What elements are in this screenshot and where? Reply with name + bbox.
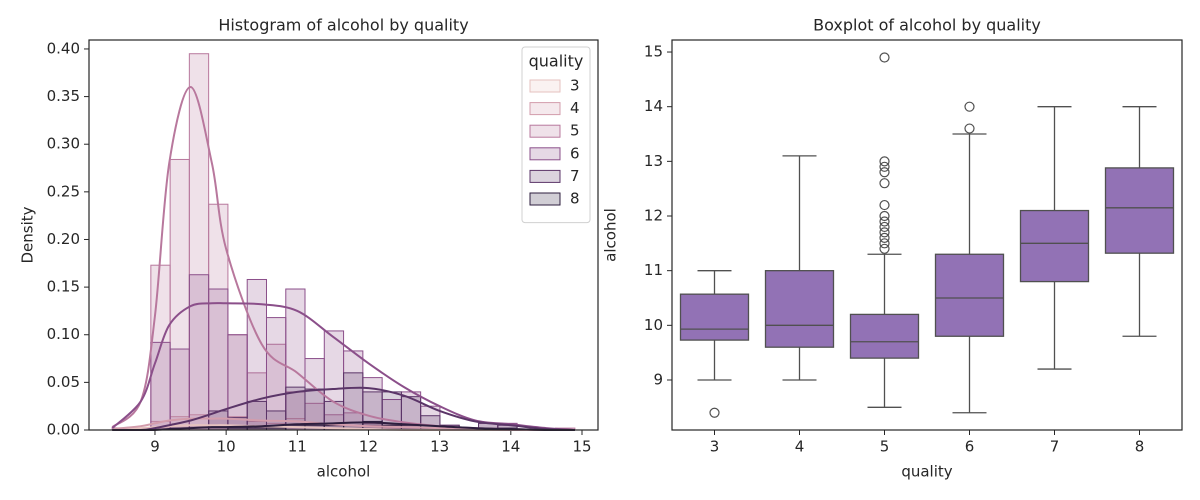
outlier bbox=[879, 167, 890, 178]
y-axis-label: alcohol bbox=[602, 208, 620, 262]
x-tick-label: 7 bbox=[1050, 438, 1060, 456]
legend: quality 3 4 5 6 7 8 bbox=[521, 46, 591, 224]
x-tick-label: 9 bbox=[150, 438, 160, 456]
x-axis-label: alcohol bbox=[317, 463, 371, 481]
legend-swatch bbox=[529, 192, 561, 206]
y-tick-label: 13 bbox=[644, 152, 663, 170]
histogram-bar bbox=[188, 274, 210, 431]
kde-line bbox=[112, 386, 575, 431]
x-tick-label: 14 bbox=[501, 438, 520, 456]
y-tick-label: 14 bbox=[644, 97, 663, 115]
legend-swatch bbox=[529, 79, 561, 93]
outlier bbox=[879, 221, 890, 233]
outlier bbox=[879, 227, 890, 238]
box bbox=[679, 293, 750, 341]
legend-swatch bbox=[529, 124, 561, 138]
y-tick-label: 0.40 bbox=[47, 39, 80, 57]
x-tick-label: 10 bbox=[217, 438, 236, 456]
y-tick-label: 0.10 bbox=[47, 325, 80, 343]
y-tick-label: 9 bbox=[653, 370, 663, 388]
kde-line bbox=[112, 421, 575, 431]
x-tick-label: 5 bbox=[880, 438, 890, 456]
x-axis-label: quality bbox=[901, 463, 952, 481]
outlier bbox=[964, 123, 975, 134]
y-tick-label: 0.05 bbox=[47, 373, 80, 391]
histogram-bar bbox=[227, 334, 248, 431]
y-tick-label: 0.25 bbox=[47, 182, 80, 200]
axes-frame bbox=[88, 39, 599, 431]
y-tick-label: 0.35 bbox=[47, 87, 80, 105]
x-tick-label: 6 bbox=[965, 438, 975, 456]
plot-area bbox=[111, 53, 576, 431]
legend-swatch bbox=[529, 147, 561, 161]
histogram-bar bbox=[343, 372, 364, 431]
y-tick-label: 0.30 bbox=[47, 135, 80, 153]
legend-title: quality bbox=[529, 52, 584, 71]
outlier bbox=[709, 407, 720, 418]
legend-label: 4 bbox=[570, 99, 580, 117]
x-tick-label: 4 bbox=[795, 438, 805, 456]
outlier bbox=[879, 161, 890, 172]
outlier bbox=[879, 243, 890, 254]
legend-label: 3 bbox=[570, 77, 580, 95]
outlier bbox=[879, 232, 890, 243]
x-tick-label: 3 bbox=[710, 438, 720, 456]
chart-title: Boxplot of alcohol by quality bbox=[813, 16, 1041, 35]
y-tick-label: 0.00 bbox=[47, 421, 80, 439]
legend-label: 7 bbox=[570, 167, 580, 185]
legend-label: 6 bbox=[570, 144, 580, 162]
outlier bbox=[879, 216, 890, 227]
y-axis-label: Density bbox=[19, 206, 37, 263]
x-tick-label: 15 bbox=[572, 438, 591, 456]
outlier bbox=[879, 52, 890, 63]
outlier bbox=[879, 199, 890, 211]
y-tick-label: 12 bbox=[644, 207, 663, 225]
x-tick-label: 8 bbox=[1135, 438, 1145, 456]
box bbox=[1019, 209, 1090, 283]
y-tick-label: 0.15 bbox=[47, 278, 80, 296]
y-tick-label: 10 bbox=[644, 316, 663, 334]
legend-label: 8 bbox=[570, 190, 580, 208]
y-tick-label: 11 bbox=[644, 261, 663, 279]
legend-swatch bbox=[529, 102, 561, 116]
outlier bbox=[879, 178, 890, 189]
outlier bbox=[879, 238, 890, 249]
legend-frame bbox=[521, 46, 591, 224]
outlier bbox=[879, 156, 890, 167]
y-tick-label: 15 bbox=[644, 43, 663, 61]
box bbox=[849, 313, 920, 359]
histogram-bar bbox=[150, 341, 171, 431]
outlier bbox=[964, 101, 975, 112]
x-tick-label: 13 bbox=[430, 438, 449, 456]
box bbox=[934, 253, 1005, 337]
x-tick-label: 11 bbox=[288, 438, 307, 456]
axes-frame bbox=[671, 39, 1183, 431]
x-tick-label: 12 bbox=[359, 438, 378, 456]
legend-swatch bbox=[529, 169, 561, 183]
chart-title: Histogram of alcohol by quality bbox=[218, 16, 468, 35]
y-tick-label: 0.20 bbox=[47, 230, 80, 248]
box bbox=[1104, 167, 1175, 254]
outlier bbox=[879, 210, 890, 222]
box bbox=[764, 270, 835, 348]
legend-label: 5 bbox=[570, 122, 580, 140]
